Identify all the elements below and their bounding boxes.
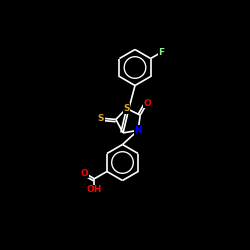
Text: S: S <box>98 114 104 123</box>
Text: F: F <box>158 48 164 57</box>
Text: O: O <box>81 168 88 177</box>
Text: S: S <box>123 104 130 113</box>
Text: O: O <box>143 99 151 108</box>
Text: N: N <box>134 126 142 135</box>
Text: OH: OH <box>87 186 102 194</box>
